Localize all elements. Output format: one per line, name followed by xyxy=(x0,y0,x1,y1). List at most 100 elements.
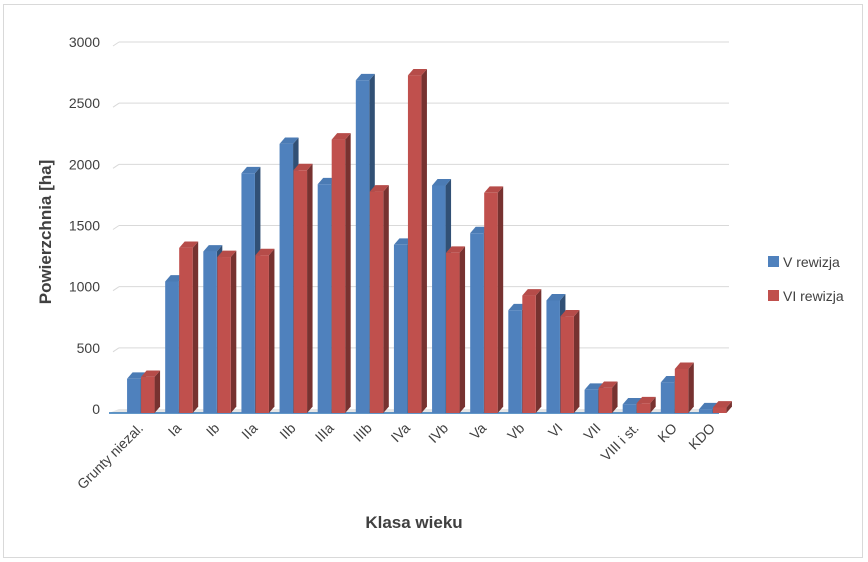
x-tick-label: Va xyxy=(467,420,490,443)
gridline-depth xyxy=(112,286,120,292)
x-tick-label: Vb xyxy=(504,420,528,444)
x-tick-label: VII xyxy=(580,420,603,443)
bar-side xyxy=(192,241,199,413)
bar-side xyxy=(421,68,427,414)
bar-side xyxy=(230,250,237,413)
bar xyxy=(598,381,618,413)
bar-front xyxy=(446,252,460,413)
bar-front xyxy=(508,310,522,413)
bar-side xyxy=(688,362,694,413)
bar-top xyxy=(279,137,299,144)
bar-front xyxy=(522,295,536,413)
x-tick-label: KO xyxy=(654,420,680,446)
bar-top xyxy=(560,309,580,317)
bar-front xyxy=(698,409,713,413)
y-tick-label: 2000 xyxy=(69,156,100,172)
bar-top xyxy=(217,250,237,258)
legend-swatch xyxy=(768,290,779,301)
bar xyxy=(141,370,161,413)
bar-front xyxy=(369,191,384,413)
bar-front xyxy=(179,247,193,413)
legend-item: V rewizja xyxy=(768,254,840,270)
bar-front xyxy=(355,80,370,414)
x-tick-label: KDO xyxy=(685,420,718,453)
bar-front xyxy=(546,300,560,413)
bar-side xyxy=(268,248,275,413)
x-tick-label: IIa xyxy=(238,420,260,442)
x-tick-label: IIb xyxy=(276,420,298,442)
bar xyxy=(674,362,694,413)
legend-item: VI rewizja xyxy=(768,288,844,304)
gridline-depth xyxy=(112,163,120,169)
bar-front xyxy=(560,316,574,413)
bar-front xyxy=(598,387,613,413)
bar-top xyxy=(622,398,642,405)
bar-front xyxy=(674,368,689,413)
legend-swatch xyxy=(768,256,779,267)
bar-top xyxy=(432,179,452,186)
bar-front xyxy=(203,251,217,413)
bar-top xyxy=(331,133,351,140)
bar-side xyxy=(307,163,313,413)
bar xyxy=(255,248,275,413)
chart-frame: 0 500 1000 1500 2000 2500 3000 Grunty niezal. I… xyxy=(3,4,863,558)
bar xyxy=(217,250,237,413)
bar-side xyxy=(383,185,389,413)
bar-top xyxy=(446,246,466,253)
bar-top xyxy=(598,381,618,388)
bar-top xyxy=(484,186,504,193)
bar xyxy=(407,68,427,414)
gridline-depth xyxy=(112,347,120,353)
bar-top xyxy=(255,248,275,256)
x-tick-label: IIIb xyxy=(350,420,375,445)
x-tick-label: VIII i st. xyxy=(597,420,641,464)
bar-front xyxy=(407,75,422,414)
bar xyxy=(712,401,732,413)
y-tick-label: 500 xyxy=(77,340,101,356)
bar-chart: 0 500 1000 1500 2000 2500 3000 Grunty niezal. I… xyxy=(36,34,844,532)
legend: V rewizja VI rewizja xyxy=(768,254,844,304)
bar xyxy=(179,241,199,413)
bar-side xyxy=(459,246,466,413)
bar-front xyxy=(584,389,599,413)
bar-front xyxy=(432,185,446,413)
bar-top xyxy=(141,370,161,377)
y-tick-label: 2500 xyxy=(69,95,100,111)
bar-front xyxy=(241,173,255,413)
x-tick-label: Grunty niezal. xyxy=(74,420,146,492)
x-axis-title: Klasa wieku xyxy=(365,513,462,532)
bar-side xyxy=(154,370,161,413)
bar-side xyxy=(612,381,618,413)
bar-top xyxy=(407,68,427,76)
bar-top xyxy=(712,401,732,408)
x-tick-label: IVb xyxy=(425,420,451,446)
y-axis-ticks: 0 500 1000 1500 2000 2500 3000 xyxy=(69,34,100,417)
bar xyxy=(522,289,542,413)
bar-front xyxy=(712,407,727,413)
y-tick-label: 3000 xyxy=(69,34,100,50)
bar-top xyxy=(546,294,566,301)
bar xyxy=(293,163,313,413)
bar-front xyxy=(255,255,269,413)
bar-top xyxy=(522,289,542,296)
bar-top xyxy=(203,245,223,252)
y-tick-label: 1000 xyxy=(69,279,100,295)
bar xyxy=(484,186,504,413)
bar-front xyxy=(636,403,651,413)
bar-top xyxy=(636,396,656,404)
bar xyxy=(331,133,351,413)
gridline-depth xyxy=(112,225,120,230)
x-tick-label: Ib xyxy=(203,420,223,440)
bar-top xyxy=(293,163,313,171)
bar-side xyxy=(573,309,580,413)
x-tick-label: Ia xyxy=(165,420,185,440)
bar-front xyxy=(293,170,308,413)
bar-front xyxy=(470,233,484,413)
bar-front xyxy=(165,281,179,413)
y-tick-label: 0 xyxy=(92,401,100,417)
bar-top xyxy=(674,362,694,369)
x-axis-ticks: Grunty niezal. Ia Ib IIa IIb IIIa IIIb IVa IVb Va… xyxy=(74,420,718,493)
bar-front xyxy=(217,257,231,413)
bar-front xyxy=(393,244,408,413)
bar-front xyxy=(660,382,675,413)
